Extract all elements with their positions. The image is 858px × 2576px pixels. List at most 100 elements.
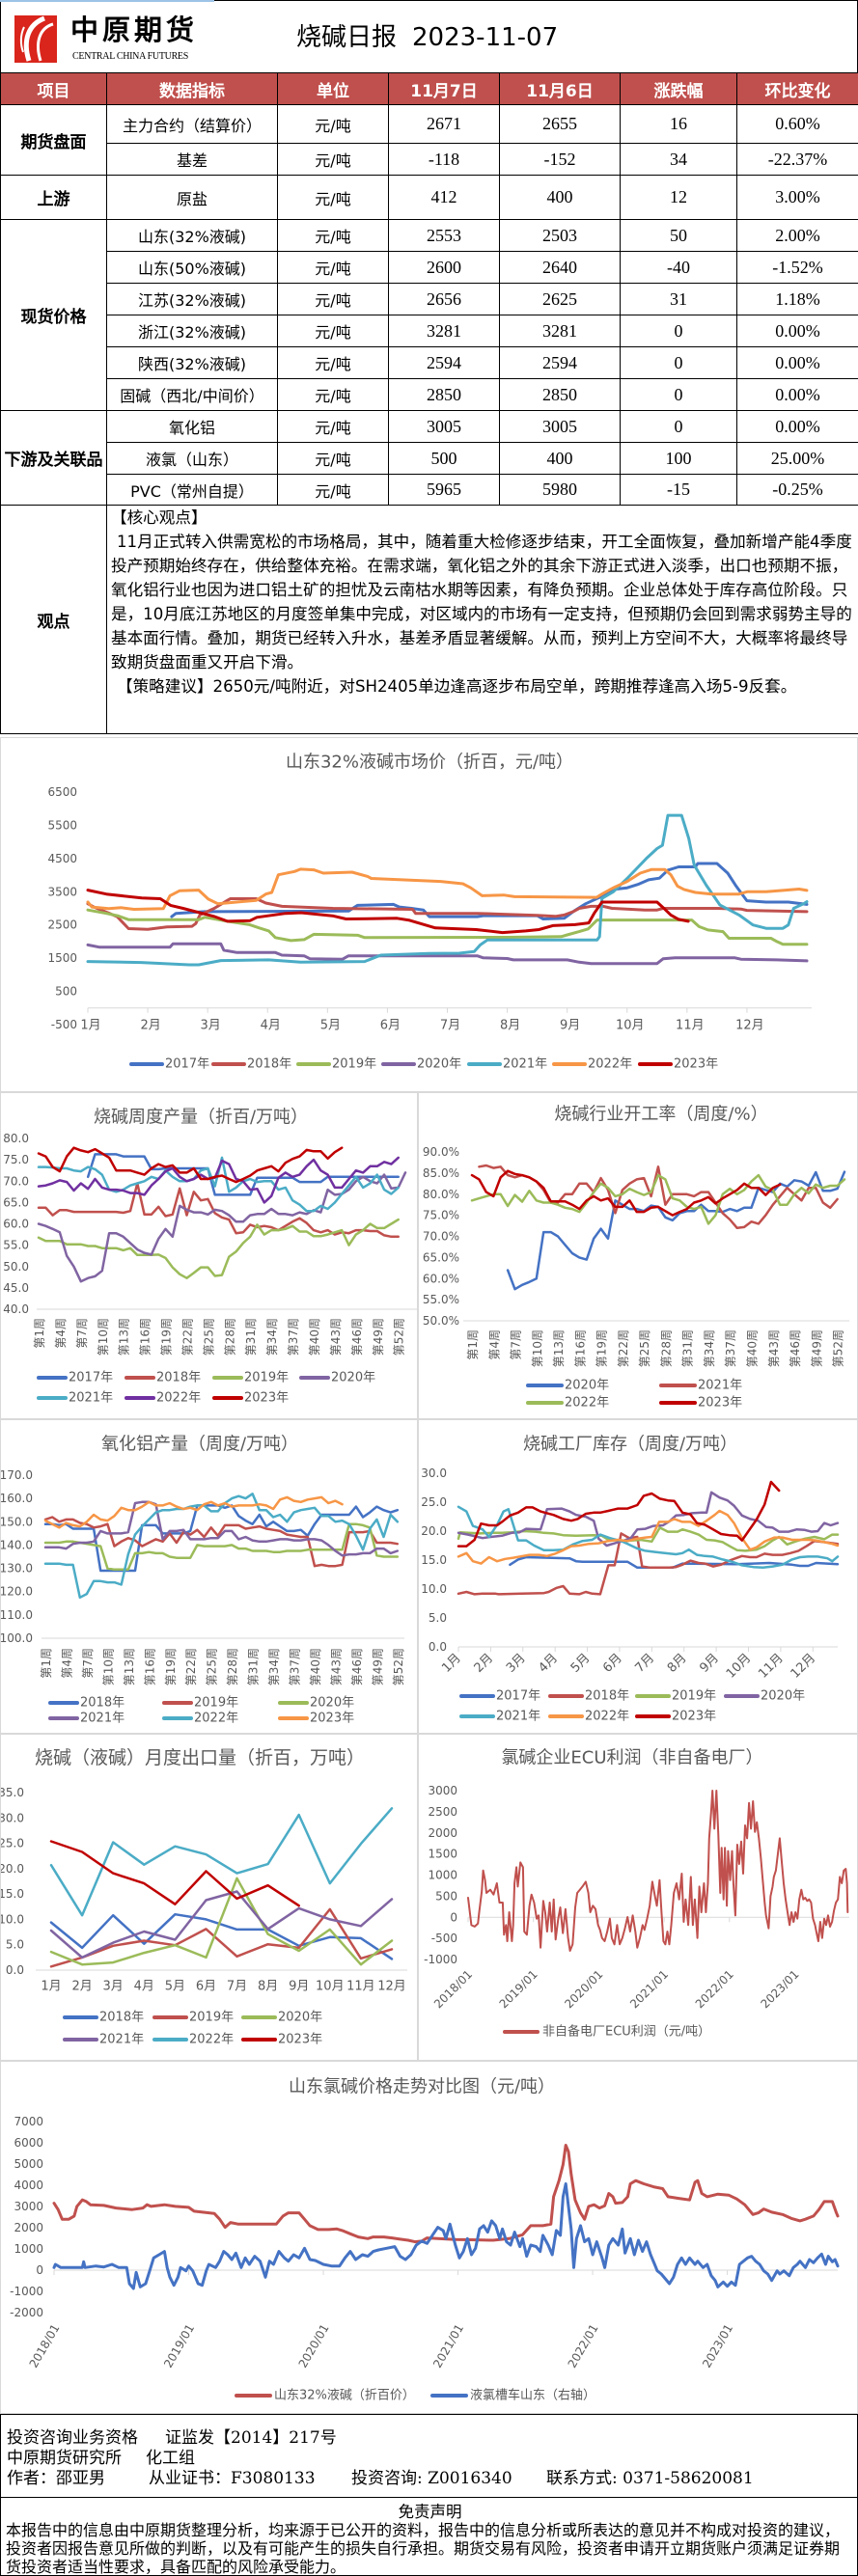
legend-item-2020: 2020年: [381, 1057, 461, 1072]
y-tick-label: 1500: [47, 951, 77, 965]
chart-factory-inventory: 烧碱工厂库存（周度/万吨） 0.0 5.0 10.0 15.0 20.0 25.0 30.0 1…: [421, 1435, 840, 1724]
group-name: 化工组: [146, 2449, 195, 2468]
y-tick-label: 65.0: [3, 1195, 29, 1209]
y-tick-label: 50.0%: [423, 1314, 459, 1328]
report-title: 烧碱日报 2023-11-07: [296, 23, 558, 52]
x-tick-label: 2月: [71, 1980, 92, 1994]
series-line-2018: [37, 1182, 400, 1239]
x-tick-label: 第7周: [510, 1329, 523, 1360]
table-row: 现货价格 山东(32%液碱) 元/吨 2553 2503 50 2.00%: [0, 219, 858, 411]
value-nov7-cell: 412: [388, 175, 500, 220]
legend-label: 2020年: [310, 1696, 354, 1711]
value-nov7-cell: 2656: [388, 283, 500, 315]
x-tick-label: 第19周: [160, 1318, 174, 1356]
value-nov6-cell: 400: [499, 442, 621, 475]
y-tick-label: 60.0%: [423, 1272, 459, 1285]
legend-item-2017: 2017年: [37, 1371, 113, 1385]
series-line-2023: [49, 1840, 300, 1907]
legend-item-2: 液氯槽车山东（右轴）: [430, 2388, 595, 2403]
value-nov7-cell: -118: [388, 143, 500, 176]
x-tick-label: 9月: [289, 1980, 309, 1994]
y-tick-label: 60.0: [3, 1218, 29, 1231]
x-tick-label: 7月: [227, 1980, 247, 1994]
legend-item-2020: 2020年: [241, 2011, 322, 2025]
legend-item-2021: 2021年: [37, 1391, 113, 1406]
table-row: 浙江(32%液碱) 元/吨 3281 3281 0 0.00%: [1, 315, 858, 347]
y-tick-label: 500: [435, 1889, 457, 1903]
x-tick-label: 第4周: [60, 1648, 73, 1679]
legend-item-2019: 2019年: [296, 1057, 376, 1072]
indicator-cell: 江苏(32%液碱): [106, 283, 278, 315]
x-tick-label: 第22周: [180, 1318, 194, 1356]
x-tick-label: 第40周: [746, 1329, 760, 1367]
series-line-2023: [37, 1146, 344, 1184]
x-tick-label: 2022/01: [566, 2322, 601, 2370]
report-header: 中原期货 CENTRAL CHINA FUTURES 烧碱日报 2023-11-0…: [0, 0, 858, 73]
x-tick-label: 第52周: [392, 1648, 405, 1685]
legend-item-2021: 2021年: [467, 1057, 547, 1072]
change-cell: 16: [620, 104, 737, 144]
pct-change-cell: 0.00%: [736, 315, 858, 347]
indicator-cell: 液氯（山东）: [106, 442, 278, 475]
x-tick-label: 9月: [560, 1019, 580, 1033]
legend-label: 2019年: [672, 1689, 716, 1704]
legend-label: 2020年: [565, 1379, 609, 1393]
legend-label: 2017年: [69, 1371, 113, 1385]
legend-item-2019: 2019年: [162, 1696, 238, 1711]
value-nov6-cell: 400: [499, 175, 621, 220]
y-tick-label: 20.0: [421, 1524, 447, 1538]
chart-panel-price-comparison: 山东氯碱价格走势对比图（元/吨） -2000 -1000 0 1000 2000 3000 4…: [0, 2061, 858, 2414]
unit-cell: 元/吨: [277, 410, 389, 443]
x-tick-label: 1月: [80, 1019, 100, 1033]
y-tick-label: 1500: [428, 1848, 457, 1861]
legend-label: 2022年: [194, 1712, 238, 1726]
pct-change-cell: 0.00%: [736, 378, 858, 411]
core-view-heading: 【核心观点】: [111, 508, 208, 527]
chart-title: 烧碱工厂库存（周度/万吨）: [523, 1435, 737, 1455]
y-tick-label: 1000: [428, 1869, 457, 1882]
legend-label: 2021年: [99, 2033, 144, 2047]
y-tick-label: 0: [450, 1910, 457, 1924]
disclaimer-box: 免责声明 本报告中的信息由中原期货整理分析，均来源于已公开的资料，报告中的信息分…: [0, 2497, 858, 2576]
x-tick-label: 第1周: [466, 1329, 480, 1360]
chart-title: 烧碱（液碱）月度出口量（折百，万吨）: [35, 1747, 365, 1768]
legend-label: 2023年: [672, 1710, 716, 1724]
legend-item-2022: 2022年: [152, 2033, 234, 2047]
value-nov6-cell: 2655: [499, 104, 621, 144]
x-tick-label: 第34周: [265, 1318, 279, 1356]
viewpoint-content: 【核心观点】 11月正式转入供需宽松的市场格局，其中，随着重大检修逐步结束，开工…: [106, 505, 858, 734]
y-tick-label: -500: [51, 1018, 77, 1031]
pct-change-cell: 2.00%: [736, 219, 858, 252]
y-tick-label: 5.0: [429, 1611, 447, 1625]
legend-item-2018: 2018年: [63, 2011, 144, 2025]
table-row: PVC（常州自提） 元/吨 5965 5980 -15 -0.25%: [1, 474, 858, 506]
legend-label: 2021年: [69, 1391, 113, 1406]
table-row: 上游 原盐 元/吨 412 400 12 3.00%: [0, 175, 858, 220]
x-tick-label: 第13周: [552, 1329, 566, 1367]
series-line-2023: [43, 1495, 344, 1529]
y-tick-label: 160.0: [0, 1492, 33, 1505]
pct-change-cell: -0.25%: [736, 474, 858, 506]
y-tick-label: 6000: [14, 2136, 43, 2150]
unit-cell: 元/吨: [277, 315, 389, 347]
value-nov7-cell: 3005: [388, 410, 500, 443]
change-cell: -40: [620, 251, 737, 284]
x-tick-label: 第7周: [75, 1318, 89, 1349]
chart-panel-weekly-output: 烧碱周度产量（折百/万吨） 40.0 45.0 50.0 55.0 60.0 65.0 70.…: [0, 1092, 418, 1419]
legend-item-2018: 2018年: [48, 1696, 125, 1711]
contact-phone: 联系方式: 0371-58620081: [546, 2469, 754, 2488]
value-nov6-cell: 2625: [499, 283, 621, 315]
chart-title: 山东32%液碱市场价（折百，元/吨）: [286, 753, 573, 773]
value-nov7-cell: 500: [388, 442, 500, 475]
unit-cell: 元/吨: [277, 442, 389, 475]
qualification-label: 投资咨询业务资格: [7, 2428, 138, 2448]
legend-item-2022: 2022年: [548, 1710, 629, 1724]
pct-change-cell: 25.00%: [736, 442, 858, 475]
x-tick-label: 第4周: [54, 1318, 68, 1349]
legend-label: 2020年: [417, 1057, 461, 1072]
legend-label: 2021年: [496, 1710, 540, 1724]
series-line-2019: [37, 1218, 400, 1279]
legend-label: 2023年: [674, 1057, 718, 1072]
x-tick-label: 第22周: [184, 1648, 198, 1685]
legend-label: 液氯槽车山东（右轴）: [470, 2388, 595, 2403]
